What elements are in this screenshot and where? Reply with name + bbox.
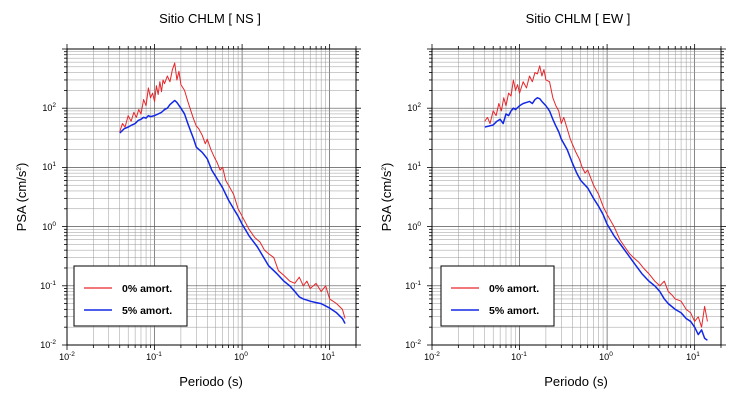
chart-title-ns: Sitio CHLM [ NS ] <box>159 11 261 26</box>
y-tick-label: 101 <box>42 161 56 172</box>
y-tick-label: 101 <box>407 161 421 172</box>
y-tick-label: 100 <box>42 221 56 232</box>
legend-label: 0% amort. <box>122 283 172 295</box>
x-tick-label: 10-1 <box>511 351 527 362</box>
y-tick-label: 10-2 <box>40 339 56 350</box>
legend-box <box>440 265 555 327</box>
series-line-blue <box>484 97 708 341</box>
y-tick-labels-ew: 10-2 10-1 100 101 102 <box>405 102 421 350</box>
legend-box <box>73 265 188 327</box>
series-line-red <box>484 65 708 328</box>
series-group-ns <box>119 62 346 324</box>
y-tick-label: 100 <box>407 221 421 232</box>
y-tick-label: 10-2 <box>405 339 421 350</box>
legend-label: 5% amort. <box>489 305 539 317</box>
panel-ew: Sitio CHLM [ EW ] 10-2 10-1 100 101 10-2… <box>379 11 726 389</box>
chart-title-ew: Sitio CHLM [ EW ] <box>526 11 631 26</box>
x-tick-label: 10-1 <box>146 351 162 362</box>
ticks-ns <box>62 44 361 350</box>
x-tick-labels-ns: 10-2 10-1 100 101 <box>59 351 335 362</box>
series-line-red <box>119 62 346 319</box>
x-tick-label: 10-2 <box>59 351 75 362</box>
legend-label: 0% amort. <box>489 283 539 295</box>
y-tick-labels-ns: 10-2 10-1 100 101 102 <box>40 102 56 350</box>
y-axis-label-ns: PSA (cm/s2) <box>14 163 29 232</box>
plot-frame-ns <box>66 48 357 346</box>
series-line-blue <box>119 99 346 324</box>
x-tick-label: 10-2 <box>424 351 440 362</box>
ticks-ew <box>427 44 726 350</box>
y-tick-label: 102 <box>42 102 56 113</box>
y-tick-label: 102 <box>407 102 421 113</box>
plot-frame-ew <box>431 48 722 346</box>
legend-ew: 0% amort. 5% amort. <box>440 265 555 327</box>
y-tick-label: 10-1 <box>40 280 56 291</box>
legend-label: 5% amort. <box>122 305 172 317</box>
x-tick-label: 101 <box>686 351 700 362</box>
y-tick-label: 10-1 <box>405 280 421 291</box>
x-axis-label-ew: Periodo (s) <box>544 374 608 389</box>
x-tick-label: 101 <box>321 351 335 362</box>
y-axis-label-ew: PSA (cm/s2) <box>379 163 394 232</box>
panel-ns: Sitio CHLM [ NS ] 10-2 10-1 100 101 10-2… <box>14 11 361 389</box>
x-tick-label: 100 <box>234 351 248 362</box>
x-axis-label-ns: Periodo (s) <box>179 374 243 389</box>
series-group-ew <box>484 65 708 341</box>
x-tick-labels-ew: 10-2 10-1 100 101 <box>424 351 700 362</box>
legend-ns: 0% amort. 5% amort. <box>73 265 188 327</box>
x-tick-label: 100 <box>599 351 613 362</box>
